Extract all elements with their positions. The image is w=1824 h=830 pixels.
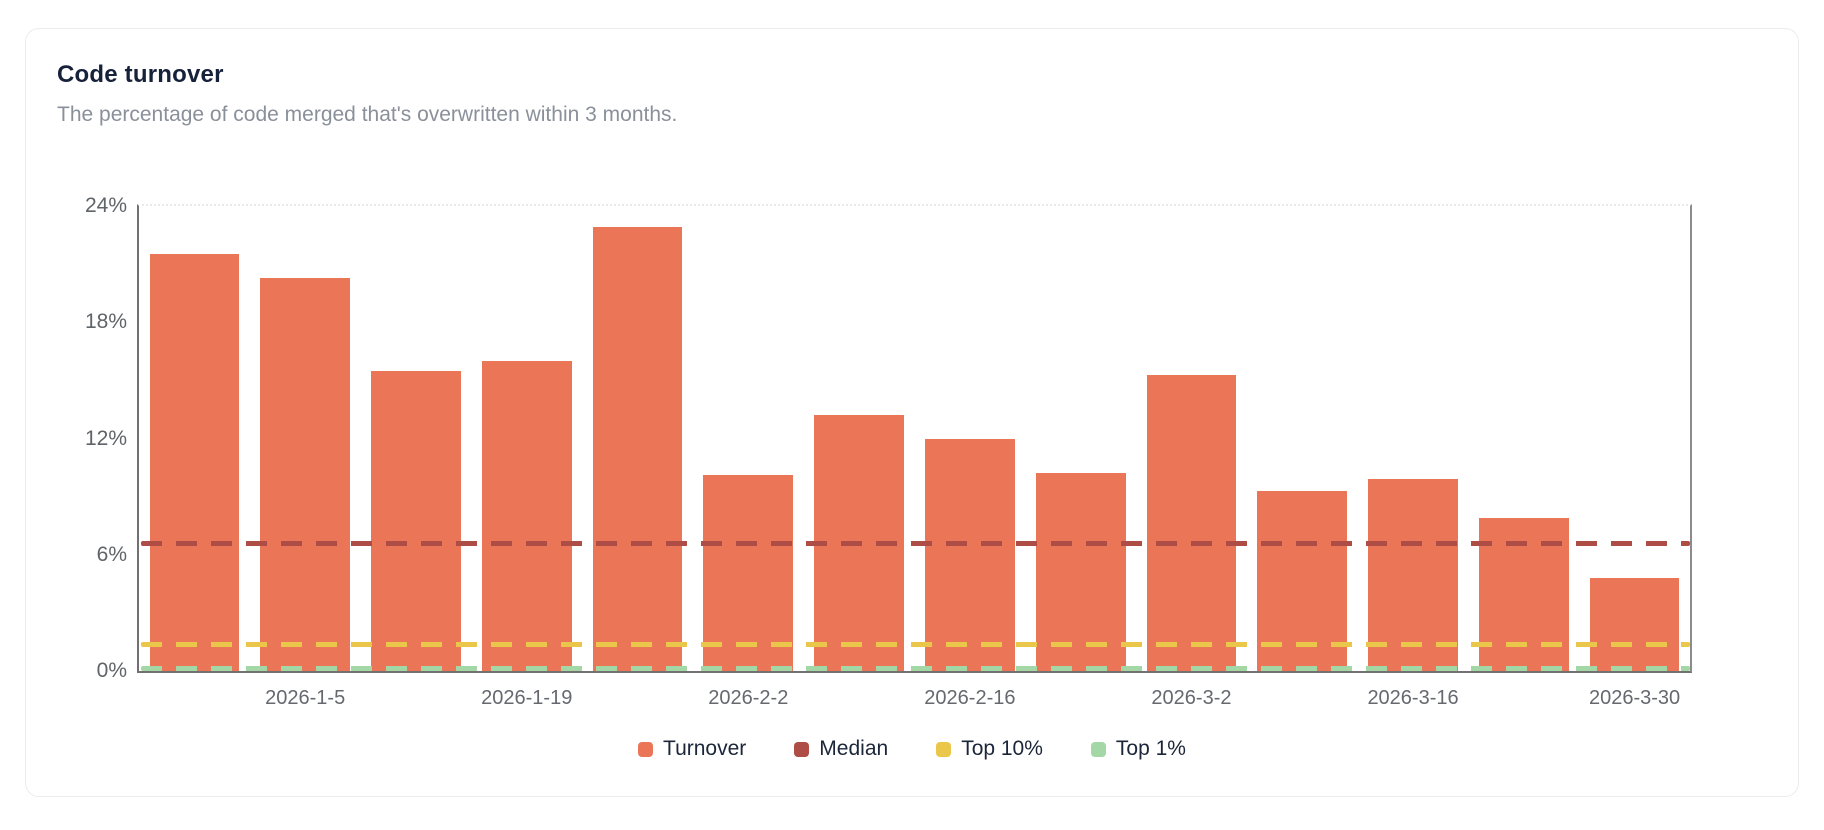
x-axis-tick-label: 2026-3-30 xyxy=(1589,687,1681,709)
code-turnover-card: Code turnover The percentage of code mer… xyxy=(25,28,1799,797)
y-axis-tick-label: 6% xyxy=(96,542,127,566)
top-1-reference-line xyxy=(141,666,1690,672)
y-axis-tick-label: 18% xyxy=(84,310,127,334)
turnover-bar[interactable] xyxy=(703,475,794,671)
turnover-bar[interactable] xyxy=(592,227,683,671)
chart-title: Code turnover xyxy=(57,61,224,88)
legend-label: Median xyxy=(819,737,889,760)
bar-slot xyxy=(693,206,804,671)
bar-slot xyxy=(804,206,915,671)
bar-slot xyxy=(1025,206,1136,671)
x-axis-tick-label: 2026-2-2 xyxy=(708,687,789,709)
top-10-reference-line xyxy=(141,641,1690,647)
y-axis-tick-label: 0% xyxy=(96,659,127,682)
turnover-bar[interactable] xyxy=(925,438,1015,671)
bar-slot xyxy=(250,206,361,671)
turnover-bar[interactable] xyxy=(1257,490,1348,671)
bar-slot xyxy=(1468,206,1579,671)
x-axis-tick-label: 2026-3-2 xyxy=(1151,687,1232,709)
turnover-bar[interactable] xyxy=(260,277,351,671)
median-reference-line xyxy=(141,541,1690,547)
top-1-swatch-icon xyxy=(1090,741,1106,757)
x-axis-tick-label: 2026-3-16 xyxy=(1367,687,1459,709)
bar-slot xyxy=(1358,206,1469,671)
bar-slot xyxy=(1579,206,1690,671)
turnover-bar[interactable] xyxy=(1146,374,1237,671)
bar-slot xyxy=(1136,206,1247,671)
y-axis-tick-label: 24% xyxy=(84,194,127,217)
turnover-bar[interactable] xyxy=(1368,479,1458,671)
turnover-bar[interactable] xyxy=(1035,473,1126,671)
turnover-bar[interactable] xyxy=(481,361,572,671)
x-axis-tick-label: 2026-1-5 xyxy=(265,687,346,709)
bar-slot xyxy=(471,206,582,671)
chart-subtitle: The percentage of code merged that's ove… xyxy=(57,103,678,126)
y-axis-tick-label: 12% xyxy=(84,426,127,450)
legend-item-top-1[interactable]: Top 1% xyxy=(1090,737,1186,761)
x-axis-tick-label: 2026-2-16 xyxy=(924,687,1016,709)
legend-label: Turnover xyxy=(663,737,747,760)
plot-area: 24% 18% 12% 6% 0% 2026-1-5 2026-1-19 2026-2-2 20… xyxy=(85,194,1692,709)
turnover-bar[interactable] xyxy=(1589,578,1680,671)
top-10-swatch-icon xyxy=(936,741,952,757)
legend-item-turnover[interactable]: Turnover xyxy=(638,737,746,761)
bar-slot xyxy=(914,206,1025,671)
turnover-bar[interactable] xyxy=(149,254,240,671)
bar-slot xyxy=(1247,206,1358,671)
legend-item-median[interactable]: Median xyxy=(794,737,888,761)
turnover-swatch-icon xyxy=(638,741,654,757)
legend-item-top-10[interactable]: Top 10% xyxy=(936,737,1043,761)
legend-label: Top 1% xyxy=(1115,737,1186,760)
legend: Turnover Median Top 10% Top 1% xyxy=(26,737,1798,761)
turnover-bar[interactable] xyxy=(371,370,461,671)
bar-series-turnover xyxy=(139,206,1690,671)
bar-slot xyxy=(582,206,693,671)
median-swatch-icon xyxy=(794,741,810,757)
x-axis-tick-label: 2026-1-19 xyxy=(481,687,573,709)
bar-slot xyxy=(139,206,250,671)
legend-label: Top 10% xyxy=(961,737,1043,760)
bar-slot xyxy=(361,206,472,671)
